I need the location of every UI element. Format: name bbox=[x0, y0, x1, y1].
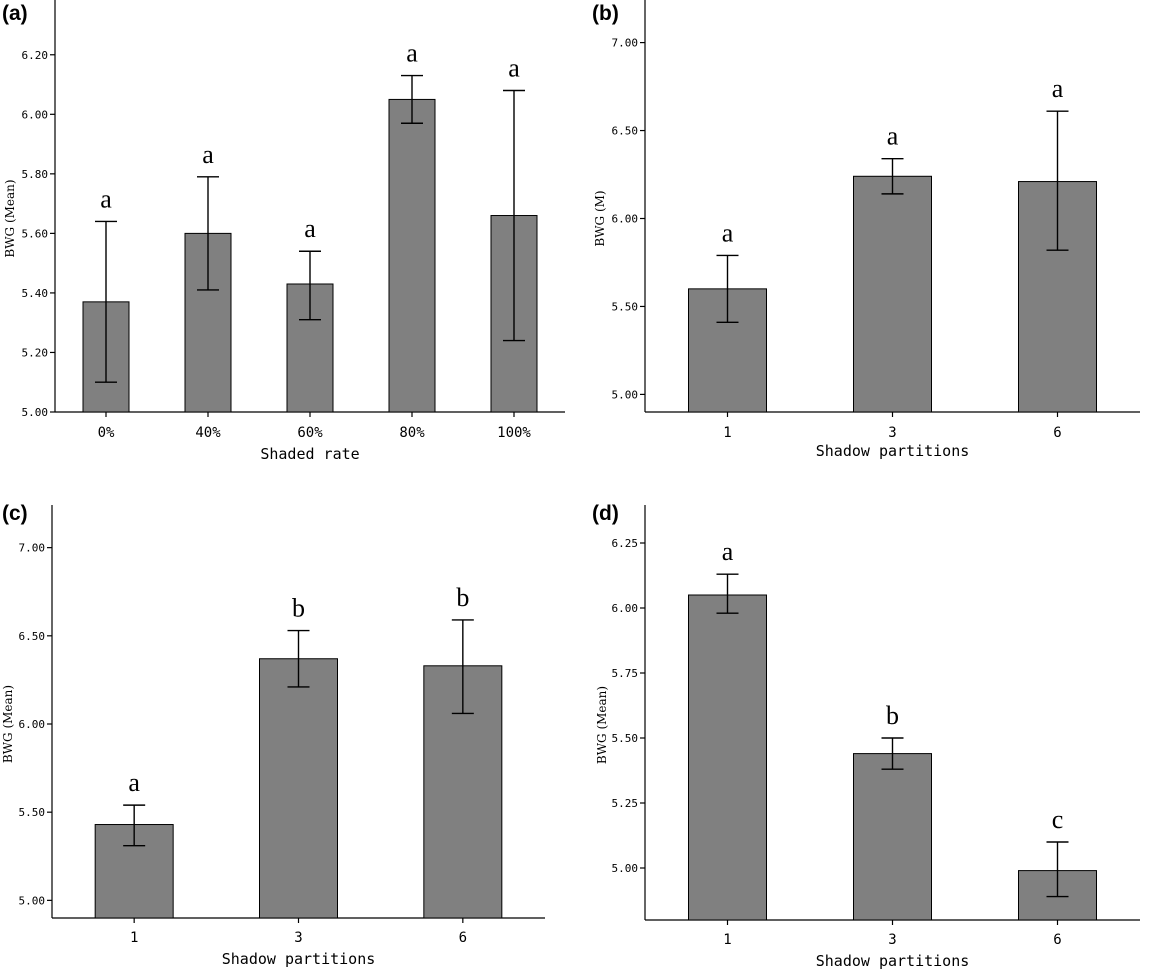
significance-letter: a bbox=[722, 218, 734, 247]
y-tick-label: 6.00 bbox=[612, 213, 639, 226]
panel-label: (c) bbox=[2, 502, 28, 525]
x-tick-label: 3 bbox=[888, 425, 896, 441]
y-axis-label: BWG (Mean) bbox=[1, 685, 15, 763]
panel-label: (b) bbox=[592, 2, 619, 25]
x-axis-label: Shadow partitions bbox=[816, 442, 970, 460]
y-tick-label: 5.50 bbox=[612, 732, 639, 745]
y-tick-label: 5.00 bbox=[19, 894, 46, 907]
x-tick-label: 100% bbox=[497, 425, 531, 441]
significance-letter: c bbox=[1052, 805, 1064, 834]
x-axis-label: Shaded rate bbox=[260, 445, 359, 463]
significance-letter: b bbox=[292, 594, 305, 623]
significance-letter: a bbox=[722, 537, 734, 566]
y-axis-label: BWG (M) bbox=[593, 190, 607, 246]
chart-panel-c: (c) 5.00 5.50 6.00 6.50 7.00 BWG (Mean) a 1 b 3 b 6 S… bbox=[1, 502, 545, 968]
x-tick-label: 0% bbox=[98, 425, 115, 441]
y-tick-label: 6.00 bbox=[19, 718, 46, 731]
chart-panel-d: (d) 5.00 5.25 5.50 5.75 6.00 6.25 BWG (Mean) a 1 b… bbox=[592, 502, 1140, 970]
x-tick-label: 80% bbox=[399, 425, 425, 441]
y-tick-label: 5.40 bbox=[22, 287, 49, 300]
x-tick-label: 60% bbox=[297, 425, 323, 441]
y-tick-label: 5.80 bbox=[22, 168, 49, 181]
significance-letter: a bbox=[128, 768, 140, 797]
significance-letter: a bbox=[508, 53, 520, 82]
chart-panel-b: (b) 5.00 5.50 6.00 6.50 7.00 BWG (M) a 1 a 3 a 6 Shad… bbox=[592, 0, 1140, 460]
significance-letter: a bbox=[304, 214, 316, 243]
chart-panel-a: (a) 5.00 5.20 5.40 5.60 5.80 6.00 6.20 BWG (Mean… bbox=[2, 0, 565, 463]
y-tick-label: 5.50 bbox=[19, 806, 46, 819]
y-tick-label: 5.00 bbox=[612, 862, 639, 875]
significance-letter: a bbox=[100, 184, 112, 213]
y-tick-label: 6.00 bbox=[22, 108, 49, 121]
y-tick-label: 7.00 bbox=[612, 37, 639, 50]
x-tick-label: 1 bbox=[723, 932, 731, 948]
y-tick-label: 7.00 bbox=[19, 542, 46, 555]
x-axis-label: Shadow partitions bbox=[222, 950, 376, 968]
bar-3 bbox=[853, 175, 932, 413]
significance-letter: a bbox=[887, 122, 899, 151]
y-tick-label: 6.50 bbox=[19, 630, 46, 643]
bar-1 bbox=[688, 594, 767, 921]
significance-letter: b bbox=[886, 701, 899, 730]
panel-label: (d) bbox=[592, 502, 619, 525]
significance-letter: b bbox=[456, 583, 469, 612]
x-tick-label: 1 bbox=[130, 930, 138, 946]
x-tick-label: 6 bbox=[1053, 425, 1061, 441]
y-tick-label: 5.00 bbox=[22, 406, 49, 419]
y-axis-label: BWG (Mean) bbox=[595, 686, 609, 764]
y-tick-label: 6.00 bbox=[612, 602, 639, 615]
x-tick-label: 6 bbox=[459, 930, 467, 946]
significance-letter: a bbox=[1052, 74, 1064, 103]
y-tick-label: 5.50 bbox=[612, 300, 639, 313]
y-tick-label: 5.20 bbox=[22, 346, 49, 359]
y-tick-label: 6.20 bbox=[22, 49, 49, 62]
significance-letter: a bbox=[406, 39, 418, 68]
x-tick-label: 3 bbox=[294, 930, 302, 946]
y-tick-label: 6.25 bbox=[612, 537, 639, 550]
y-tick-label: 5.00 bbox=[612, 388, 639, 401]
bar-80pct bbox=[388, 98, 436, 413]
y-tick-label: 5.25 bbox=[612, 797, 639, 810]
x-tick-label: 1 bbox=[723, 425, 731, 441]
bar-3 bbox=[853, 753, 932, 921]
y-axis-label: BWG (Mean) bbox=[3, 179, 17, 257]
bar-3 bbox=[259, 658, 338, 919]
x-tick-label: 3 bbox=[888, 932, 896, 948]
panel-label: (a) bbox=[2, 2, 28, 25]
significance-letter: a bbox=[202, 140, 214, 169]
y-tick-label: 5.60 bbox=[22, 227, 49, 240]
x-axis-label: Shadow partitions bbox=[816, 952, 970, 970]
y-tick-label: 5.75 bbox=[612, 667, 639, 680]
x-tick-label: 6 bbox=[1053, 932, 1061, 948]
y-tick-label: 6.50 bbox=[612, 125, 639, 138]
x-tick-label: 40% bbox=[195, 425, 221, 441]
